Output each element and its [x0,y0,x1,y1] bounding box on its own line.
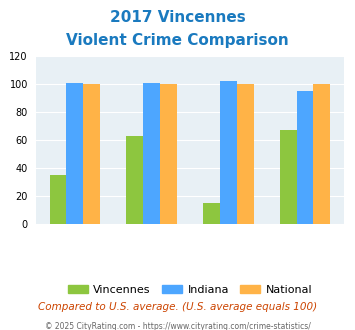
Bar [50,175,66,224]
Bar [83,84,100,224]
Bar [220,82,237,224]
Bar [126,136,143,224]
Text: Compared to U.S. average. (U.S. average equals 100): Compared to U.S. average. (U.S. average … [38,302,317,312]
Bar [280,130,296,224]
Bar [143,83,160,224]
Text: © 2025 CityRating.com - https://www.cityrating.com/crime-statistics/: © 2025 CityRating.com - https://www.city… [45,322,310,330]
Bar [296,91,313,224]
Bar [313,84,330,224]
Bar [203,203,220,224]
Bar [237,84,253,224]
Text: Violent Crime Comparison: Violent Crime Comparison [66,33,289,48]
Legend: Vincennes, Indiana, National: Vincennes, Indiana, National [63,281,317,300]
Text: 2017 Vincennes: 2017 Vincennes [110,10,245,25]
Bar [66,83,83,224]
Bar [160,84,177,224]
